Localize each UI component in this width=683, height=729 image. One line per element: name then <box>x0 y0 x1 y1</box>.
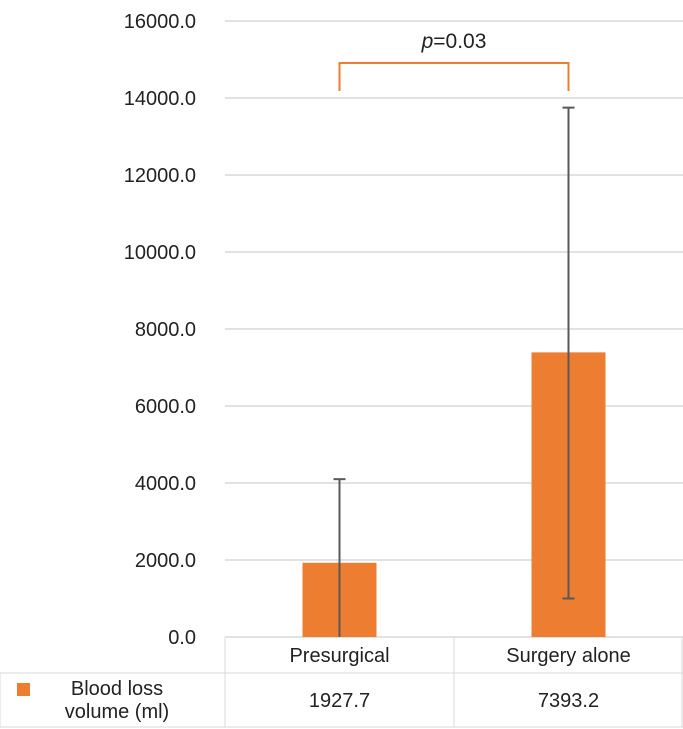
y-tick-label: 14000.0 <box>124 88 196 110</box>
significance-bracket <box>338 62 570 91</box>
p-value-label: p=0.03 <box>421 30 487 53</box>
data-value-label: 7393.2 <box>538 690 599 712</box>
y-axis-ticks: 0.0 2000.0 4000.0 6000.0 8000.0 10000.0 12000.… <box>124 11 196 649</box>
y-tick-label: 16000.0 <box>124 11 196 33</box>
series-name: Blood loss volume (ml) <box>65 678 169 723</box>
category-label: Presurgical <box>289 645 389 667</box>
category-label: Surgery alone <box>506 645 631 667</box>
y-tick-label: 12000.0 <box>124 165 196 187</box>
y-tick-label: 10000.0 <box>124 242 196 264</box>
data-value-label: 1927.7 <box>309 690 370 712</box>
error-bars <box>333 106 575 637</box>
bars <box>302 352 606 637</box>
gridlines <box>225 20 683 638</box>
y-tick-label: 8000.0 <box>135 319 196 341</box>
y-tick-label: 6000.0 <box>135 396 196 418</box>
y-tick-label: 4000.0 <box>135 473 196 495</box>
legend-swatch <box>17 683 30 696</box>
significance-annotation: p=0.03 <box>338 30 570 91</box>
y-tick-label: 0.0 <box>168 627 196 649</box>
data-table: Presurgical 1927.7 Surgery alone 7393.2 Bloo… <box>0 637 683 728</box>
y-tick-label: 2000.0 <box>135 550 196 572</box>
